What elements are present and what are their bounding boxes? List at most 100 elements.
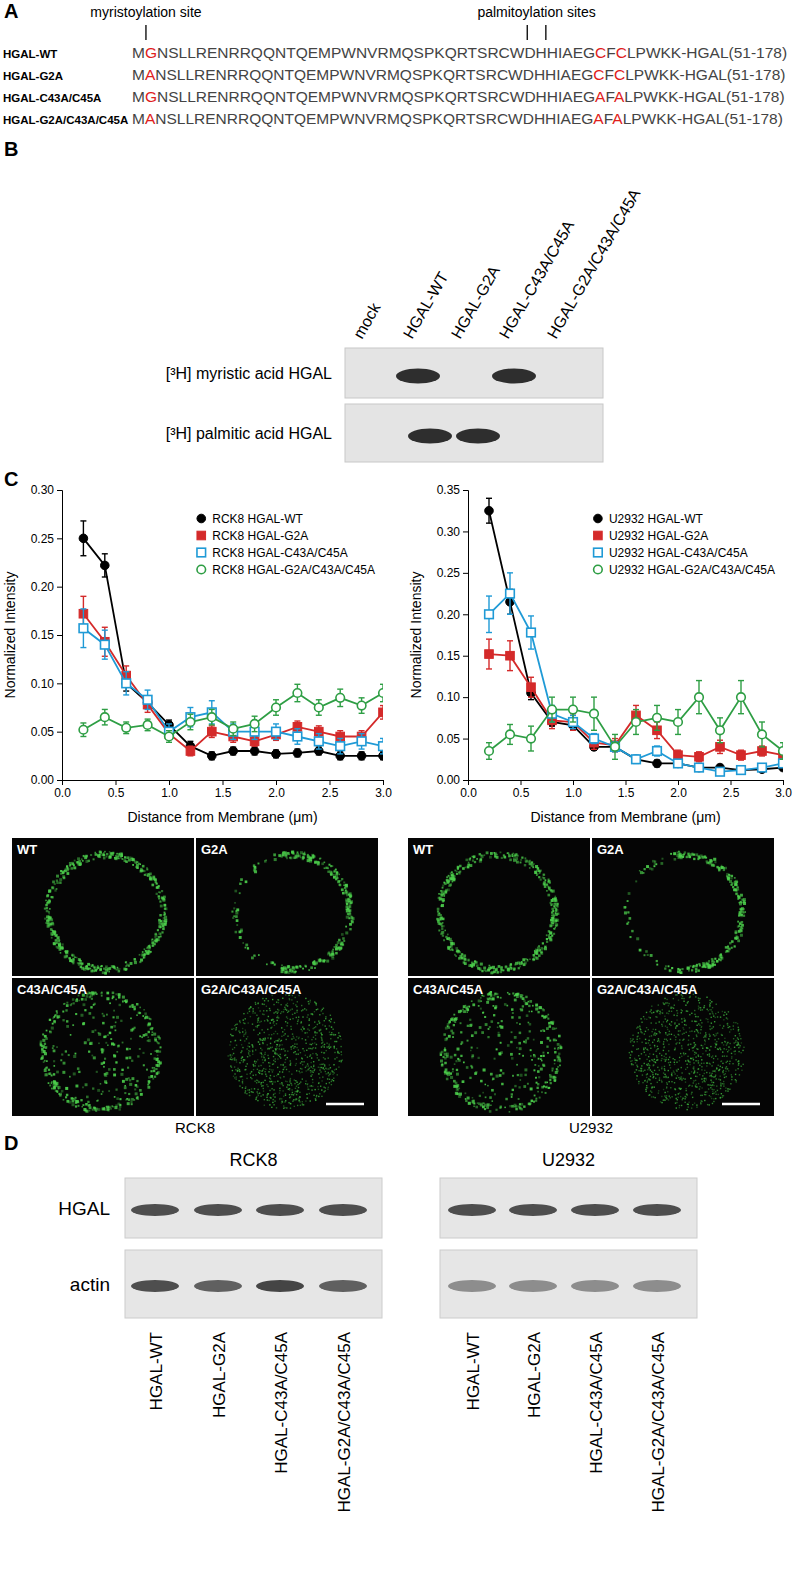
signal-speck — [151, 939, 153, 941]
signal-speck — [304, 965, 306, 967]
legend-label: U2932 HGAL-G2A/C43A/C45A — [609, 563, 775, 577]
signal-speck — [148, 947, 151, 950]
tick: 0.5 — [108, 780, 125, 800]
signal-speck — [127, 1102, 130, 1105]
signal-speck — [312, 1079, 313, 1080]
signal-speck — [263, 1090, 264, 1091]
signal-speck — [310, 1072, 311, 1073]
signal-speck — [241, 1044, 242, 1045]
signal-speck — [75, 1053, 77, 1055]
signal-speck — [312, 856, 314, 858]
signal-speck — [271, 1107, 272, 1108]
signal-speck — [311, 1039, 312, 1040]
signal-speck — [242, 942, 244, 944]
x-axis-title: Distance from Membrane (μm) — [127, 809, 317, 825]
tick: 1.5 — [215, 780, 232, 800]
signal-speck — [126, 1048, 129, 1051]
signal-speck — [256, 1097, 257, 1098]
legend-marker — [197, 565, 206, 574]
signal-speck — [247, 1063, 248, 1064]
sequence-run: A — [612, 110, 623, 127]
signal-speck — [240, 878, 243, 881]
signal-speck — [151, 1027, 153, 1029]
signal-speck — [252, 1023, 253, 1024]
point — [548, 705, 557, 714]
signal-speck — [81, 998, 84, 1001]
signal-speck — [341, 1054, 342, 1055]
signal-speck — [247, 1036, 248, 1037]
signal-speck — [51, 937, 53, 939]
signal-speck — [92, 1109, 94, 1111]
signal-speck — [302, 1064, 303, 1065]
signal-speck — [120, 856, 122, 858]
signal-speck — [334, 1058, 335, 1059]
signal-speck — [53, 1020, 55, 1022]
signal-speck — [84, 1041, 87, 1044]
point — [101, 713, 110, 722]
signal-speck — [44, 1069, 47, 1072]
signal-speck — [264, 1105, 265, 1106]
legend-label: RCK8 HGAL-WT — [212, 512, 303, 526]
signal-speck — [61, 1090, 64, 1093]
tick-label: 0.5 — [108, 786, 125, 800]
tick-label: 0.15 — [31, 628, 55, 642]
signal-speck — [262, 1062, 263, 1063]
signal-speck — [83, 1003, 86, 1006]
signal-speck — [45, 1047, 47, 1049]
signal-speck — [51, 1027, 54, 1030]
signal-speck — [297, 1023, 298, 1024]
signal-speck — [280, 1049, 281, 1050]
point — [143, 695, 152, 704]
point — [101, 561, 110, 570]
signal-speck — [311, 1085, 312, 1086]
signal-speck — [57, 939, 60, 942]
signal-speck — [267, 1044, 268, 1045]
signal-speck — [329, 1082, 330, 1083]
signal-speck — [66, 869, 68, 871]
signal-speck — [243, 1013, 244, 1014]
signal-speck — [327, 1089, 328, 1090]
point — [250, 747, 259, 756]
tick-label: 0.20 — [31, 580, 55, 594]
signal-speck — [347, 908, 349, 910]
signal-speck — [106, 992, 109, 995]
signal-speck — [45, 904, 47, 906]
signal-speck — [129, 1079, 131, 1081]
signal-speck — [153, 1033, 156, 1036]
signal-speck — [158, 898, 160, 900]
tick: 2.0 — [670, 780, 687, 800]
tick: 0.30 — [437, 525, 468, 539]
signal-speck — [159, 923, 162, 926]
signal-speck — [87, 1038, 90, 1041]
tick: 3.0 — [775, 780, 792, 800]
legend-marker — [197, 548, 206, 557]
tick: 0.5 — [513, 780, 530, 800]
signal-speck — [139, 1048, 141, 1050]
signal-speck — [319, 1064, 320, 1065]
signal-speck — [52, 1047, 54, 1049]
signal-speck — [287, 1035, 288, 1036]
signal-speck — [263, 1014, 264, 1015]
signal-speck — [321, 1080, 322, 1081]
signal-speck — [77, 1067, 80, 1070]
signal-speck — [44, 1073, 47, 1076]
point — [611, 743, 620, 752]
tick-label: 1.0 — [565, 786, 582, 800]
signal-speck — [292, 1092, 293, 1093]
signal-speck — [84, 998, 87, 1001]
signal-speck — [305, 1083, 306, 1084]
signal-speck — [105, 968, 108, 971]
signal-speck — [307, 856, 310, 859]
row-label: HGAL-G2A/C43A/C45A — [3, 114, 128, 126]
signal-speck — [157, 929, 159, 931]
point — [758, 763, 767, 772]
signal-speck — [256, 1015, 257, 1016]
signal-speck — [305, 1043, 306, 1044]
signal-speck — [270, 961, 273, 964]
signal-speck — [74, 860, 76, 862]
signal-speck — [346, 903, 348, 905]
signal-speck — [129, 856, 132, 859]
signal-speck — [295, 1080, 296, 1081]
signal-speck — [278, 854, 281, 857]
signal-speck — [65, 1050, 67, 1052]
